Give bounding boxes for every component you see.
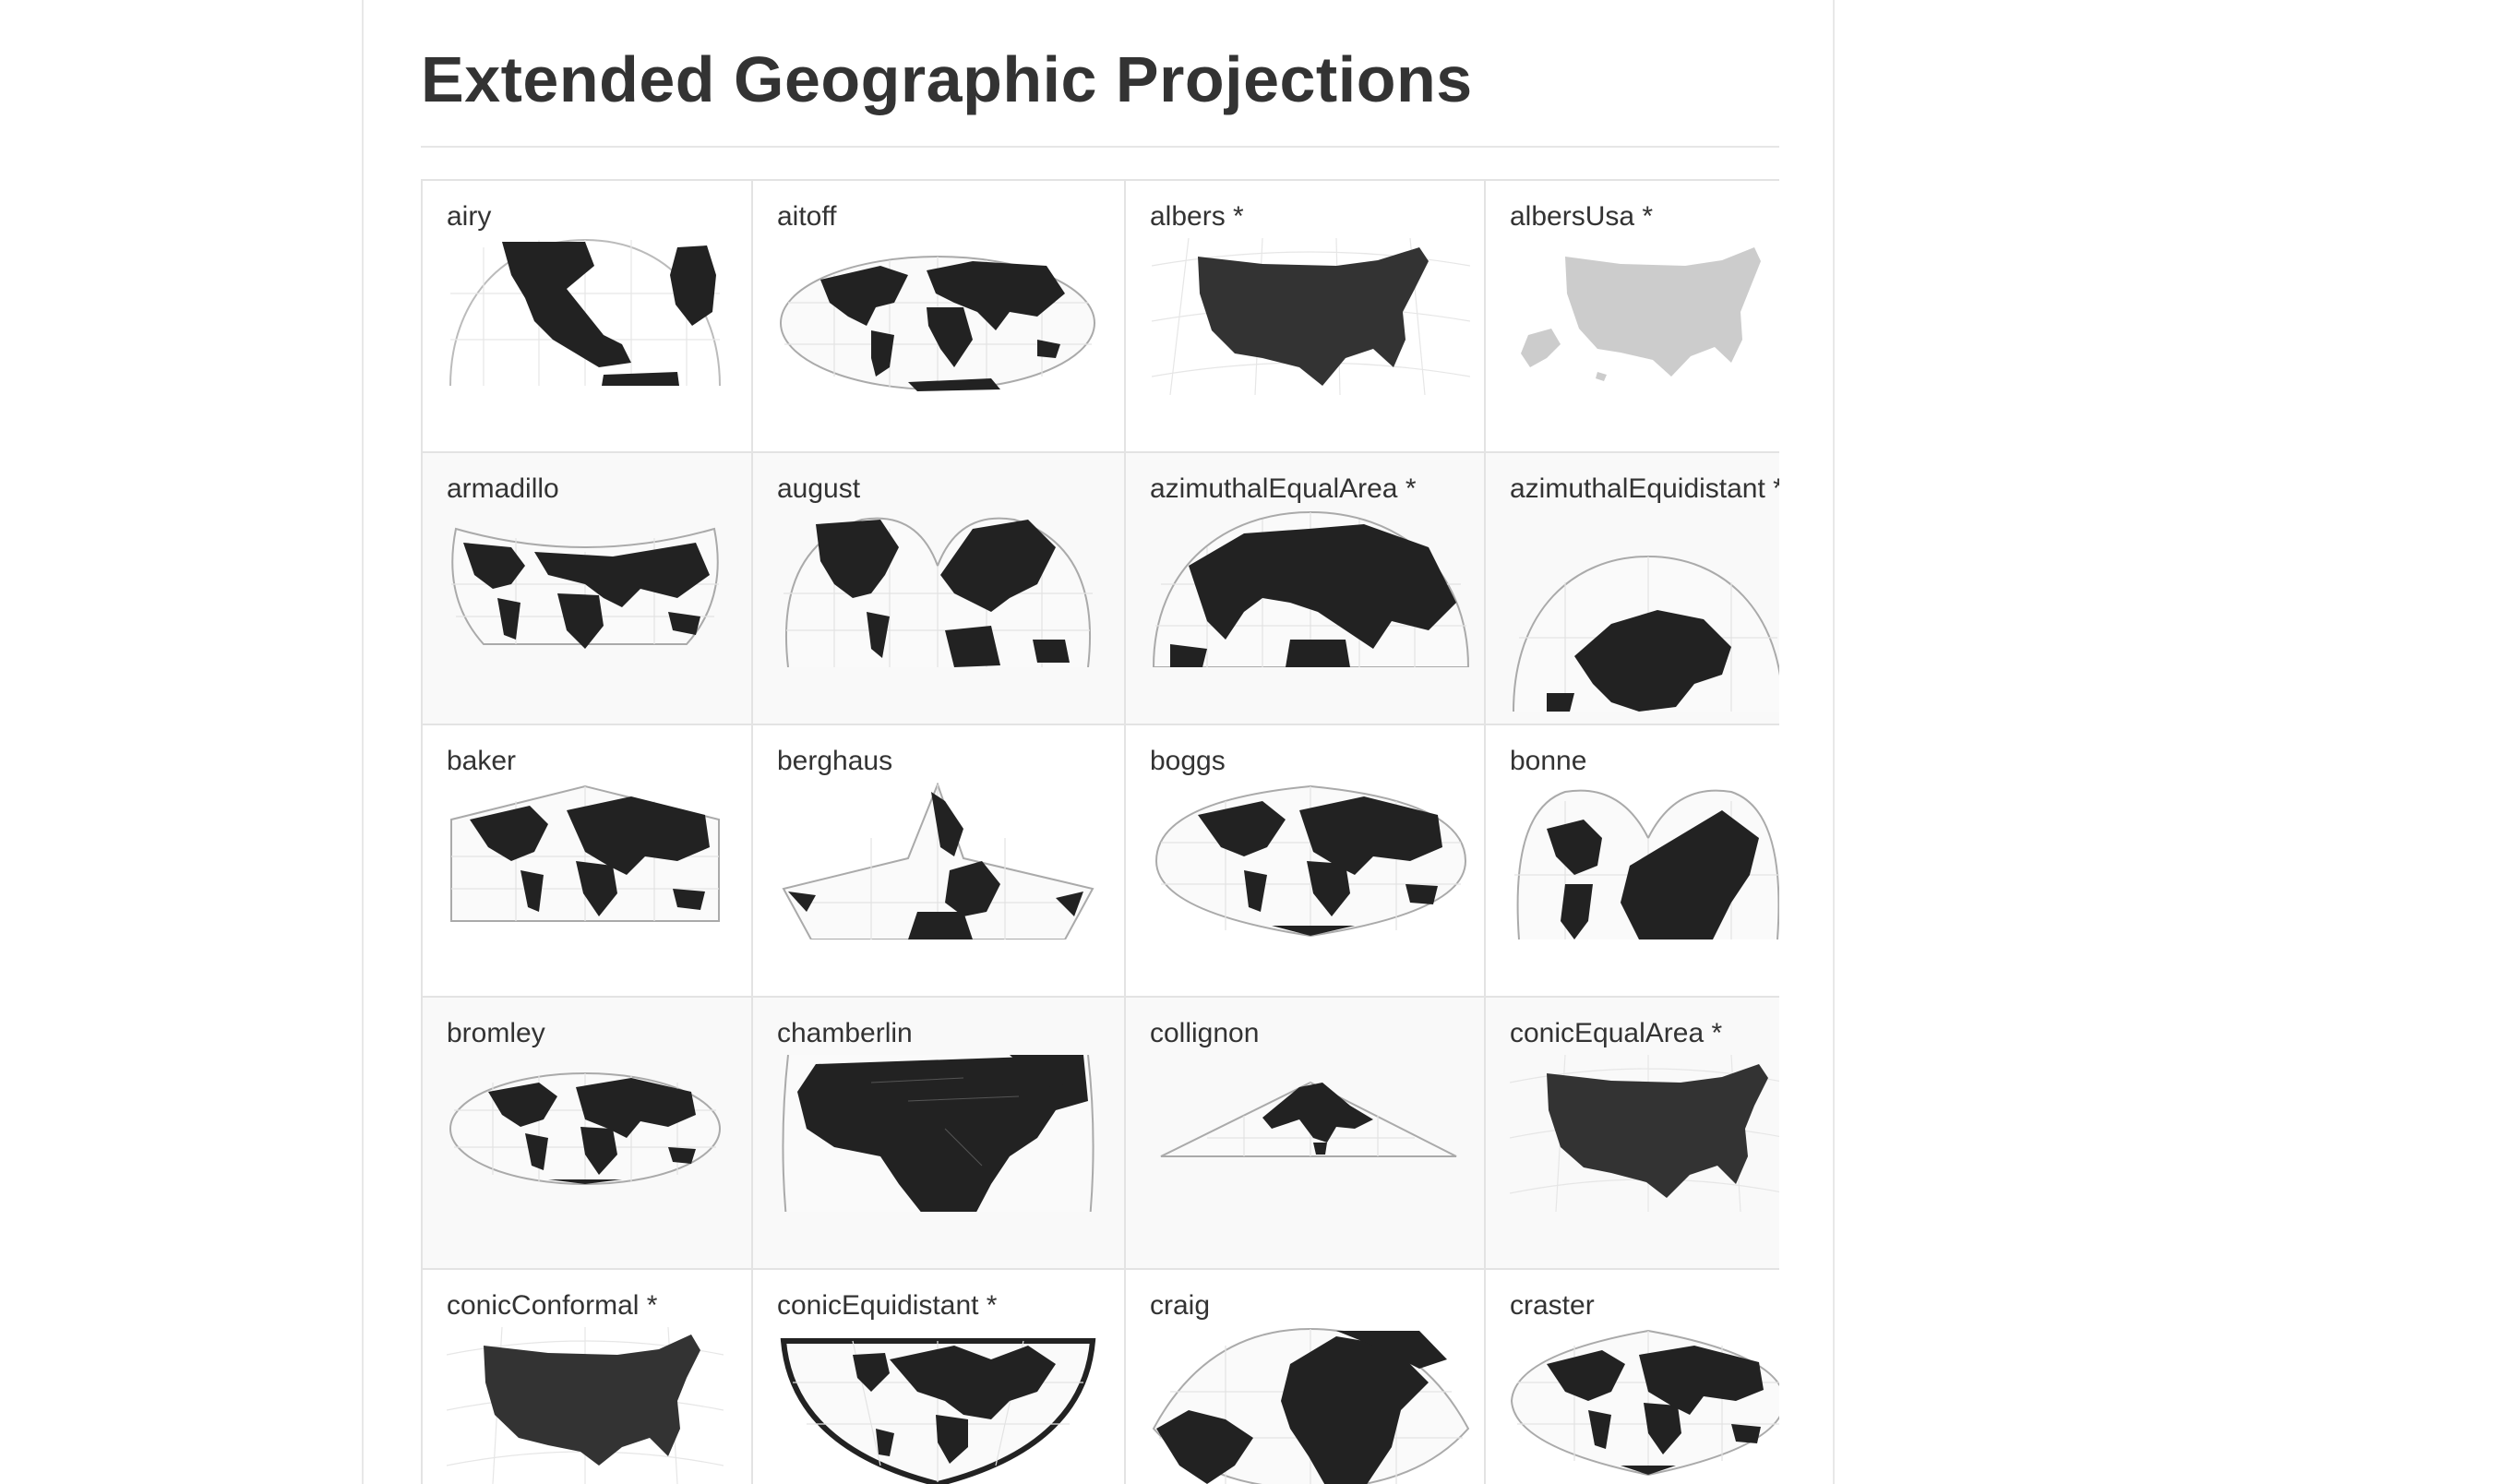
projection-label: craster <box>1510 1290 1595 1321</box>
projection-label: berghaus <box>777 746 893 776</box>
projection-cell-craig[interactable]: craig <box>1124 1268 1484 1484</box>
projection-label: baker <box>447 746 517 776</box>
projection-cell-august[interactable]: august <box>751 451 1124 724</box>
projection-cell-albers[interactable]: albers * <box>1124 179 1484 451</box>
projection-cell-albersUsa[interactable]: albersUsa * <box>1484 179 1779 451</box>
projection-label: albers * <box>1150 201 1244 232</box>
projection-thumbnail[interactable] <box>447 1055 724 1212</box>
projection-thumbnail[interactable] <box>447 1327 724 1484</box>
projection-thumbnail[interactable] <box>1152 1055 1470 1212</box>
projection-label: aitoff <box>777 201 837 232</box>
projection-cell-conicEquidistant[interactable]: conicEquidistant * <box>751 1268 1124 1484</box>
projection-thumbnail[interactable] <box>447 783 724 939</box>
projection-cell-collignon[interactable]: collignon <box>1124 996 1484 1268</box>
projection-thumbnail[interactable] <box>1510 1327 1779 1484</box>
projection-thumbnail[interactable] <box>1152 238 1470 395</box>
projection-cell-chamberlin[interactable]: chamberlin <box>751 996 1124 1268</box>
projection-thumbnail[interactable] <box>779 783 1097 939</box>
projection-thumbnail[interactable] <box>1510 1055 1779 1212</box>
projection-thumbnail[interactable] <box>1152 783 1470 939</box>
projection-gallery: airy aitoff <box>421 179 1779 1484</box>
projection-label: albersUsa * <box>1510 201 1654 232</box>
projection-label: armadillo <box>447 473 559 504</box>
projection-cell-berghaus[interactable]: berghaus <box>751 724 1124 996</box>
projection-grid: airy aitoff <box>421 179 1779 1484</box>
projection-cell-aitoff[interactable]: aitoff <box>751 179 1124 451</box>
projection-label: collignon <box>1150 1018 1260 1048</box>
projection-cell-armadillo[interactable]: armadillo <box>421 451 751 724</box>
projection-thumbnail[interactable] <box>447 510 724 667</box>
projection-cell-bromley[interactable]: bromley <box>421 996 751 1268</box>
projection-cell-bonne[interactable]: bonne <box>1484 724 1779 996</box>
projection-cell-azimuthalEquidistant[interactable]: azimuthalEquidistant * <box>1484 451 1779 724</box>
projection-thumbnail[interactable] <box>1152 1327 1470 1484</box>
projection-cell-boggs[interactable]: boggs <box>1124 724 1484 996</box>
projection-thumbnail[interactable] <box>1510 555 1779 712</box>
projection-label: conicEquidistant * <box>777 1290 998 1321</box>
projection-label: azimuthalEqualArea * <box>1150 473 1417 504</box>
projection-thumbnail[interactable] <box>779 1055 1097 1212</box>
projection-thumbnail[interactable] <box>1510 783 1779 939</box>
projection-cell-conicEqualArea[interactable]: conicEqualArea * <box>1484 996 1779 1268</box>
projection-label: azimuthalEquidistant * <box>1510 473 1779 504</box>
projection-label: bromley <box>447 1018 545 1048</box>
projection-thumbnail[interactable] <box>779 238 1097 395</box>
title-divider <box>421 146 1779 148</box>
projection-label: august <box>777 473 861 504</box>
projection-thumbnail[interactable] <box>447 238 724 395</box>
projection-cell-baker[interactable]: baker <box>421 724 751 996</box>
projection-thumbnail[interactable] <box>779 1327 1097 1484</box>
projection-label: chamberlin <box>777 1018 913 1048</box>
projection-label: conicEqualArea * <box>1510 1018 1723 1048</box>
projection-thumbnail[interactable] <box>779 510 1097 667</box>
projection-thumbnail[interactable] <box>1152 510 1470 667</box>
projection-cell-airy[interactable]: airy <box>421 179 751 451</box>
projection-label: boggs <box>1150 746 1226 776</box>
projection-thumbnail[interactable] <box>1510 238 1779 395</box>
projection-label: conicConformal * <box>447 1290 658 1321</box>
page-title: Extended Geographic Projections <box>421 43 1473 115</box>
projection-label: craig <box>1150 1290 1211 1321</box>
projection-label: bonne <box>1510 746 1587 776</box>
page-container: Extended Geographic Projections airy ait… <box>362 0 1835 1484</box>
projection-cell-conicConformal[interactable]: conicConformal * <box>421 1268 751 1484</box>
projection-cell-azimuthalEqualArea[interactable]: azimuthalEqualArea * <box>1124 451 1484 724</box>
projection-label: airy <box>447 201 492 232</box>
projection-cell-craster[interactable]: craster <box>1484 1268 1779 1484</box>
